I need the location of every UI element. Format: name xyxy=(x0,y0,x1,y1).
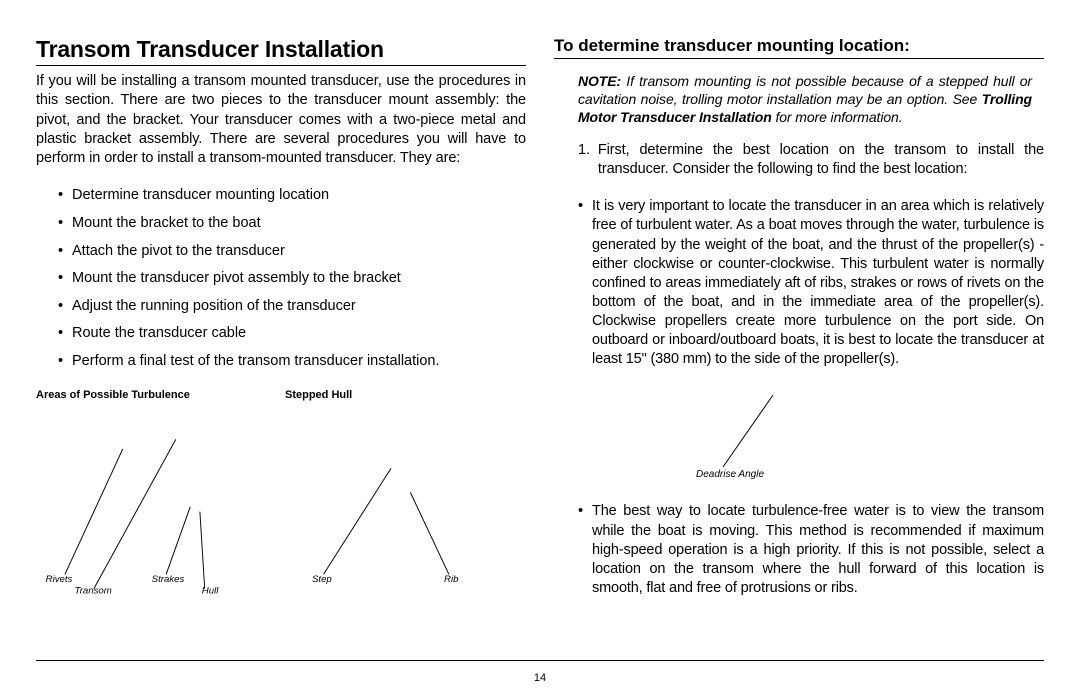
bullet-item: Route the transducer cable xyxy=(58,320,526,348)
note-label: NOTE: xyxy=(578,73,621,89)
rivets-label: Rivets xyxy=(46,574,73,585)
bullet-item: Determine transducer mounting location xyxy=(58,182,526,210)
note-block: NOTE: If transom mounting is not possibl… xyxy=(578,73,1032,127)
numbered-list: 1. First, determine the best location on… xyxy=(578,141,1044,180)
bullet-item: Mount the bracket to the boat xyxy=(58,210,526,238)
turbulence-diagram: Rivets Transom Strakes Hull xyxy=(36,407,277,597)
rib-label: Rib xyxy=(444,574,459,585)
left-heading: Transom Transducer Installation xyxy=(36,36,526,63)
left-column: Transom Transducer Installation If you w… xyxy=(36,36,526,660)
bullet-view-transom: The best way to locate turbulence-free w… xyxy=(578,502,1044,598)
deadrise-diagram-block: Deadrise Angle xyxy=(578,387,1044,488)
right-bullets-1: It is very important to locate the trans… xyxy=(578,197,1044,377)
right-bullets-2: The best way to locate turbulence-free w… xyxy=(578,502,1044,606)
stepped-hull-diagram-block: Stepped Hull Step Rib xyxy=(285,389,526,602)
heading-rule xyxy=(36,65,526,66)
note-text-a: If transom mounting is not possible beca… xyxy=(578,73,1032,107)
right-column: To determine transducer mounting locatio… xyxy=(554,36,1044,660)
right-heading: To determine transducer mounting locatio… xyxy=(554,36,1044,56)
deadrise-diagram: Deadrise Angle xyxy=(578,387,838,483)
bullet-item: Attach the pivot to the transducer xyxy=(58,238,526,266)
turbulence-diagram-title: Areas of Possible Turbulence xyxy=(36,389,277,401)
hull-label: Hull xyxy=(202,586,219,597)
page-number: 14 xyxy=(0,672,1080,684)
strakes-label: Strakes xyxy=(152,574,185,585)
left-diagrams: Areas of Possible Turbulence Rivets Tran… xyxy=(36,389,526,602)
stepped-hull-diagram: Step Rib xyxy=(285,407,526,597)
step-label: Step xyxy=(312,574,332,585)
intro-paragraph: If you will be installing a transom moun… xyxy=(36,72,526,168)
item-number: 1. xyxy=(578,141,590,180)
heading-rule xyxy=(554,58,1044,59)
turbulence-diagram-block: Areas of Possible Turbulence Rivets Tran… xyxy=(36,389,277,602)
bullet-item: Mount the transducer pivot assembly to t… xyxy=(58,265,526,293)
stepped-hull-diagram-title: Stepped Hull xyxy=(285,389,526,401)
bullet-item: Perform a final test of the transom tran… xyxy=(58,348,526,376)
bullet-turbulence: It is very important to locate the trans… xyxy=(578,197,1044,369)
deadrise-label: Deadrise Angle xyxy=(696,469,764,480)
bullet-item: Adjust the running position of the trans… xyxy=(58,293,526,321)
numbered-item-1: 1. First, determine the best location on… xyxy=(578,141,1044,180)
note-text-b: for more information. xyxy=(772,109,903,125)
page-content: Transom Transducer Installation If you w… xyxy=(36,36,1044,661)
item-text: First, determine the best location on th… xyxy=(598,141,1044,180)
transom-label: Transom xyxy=(75,586,112,597)
procedure-bullets: Determine transducer mounting location M… xyxy=(58,182,526,375)
